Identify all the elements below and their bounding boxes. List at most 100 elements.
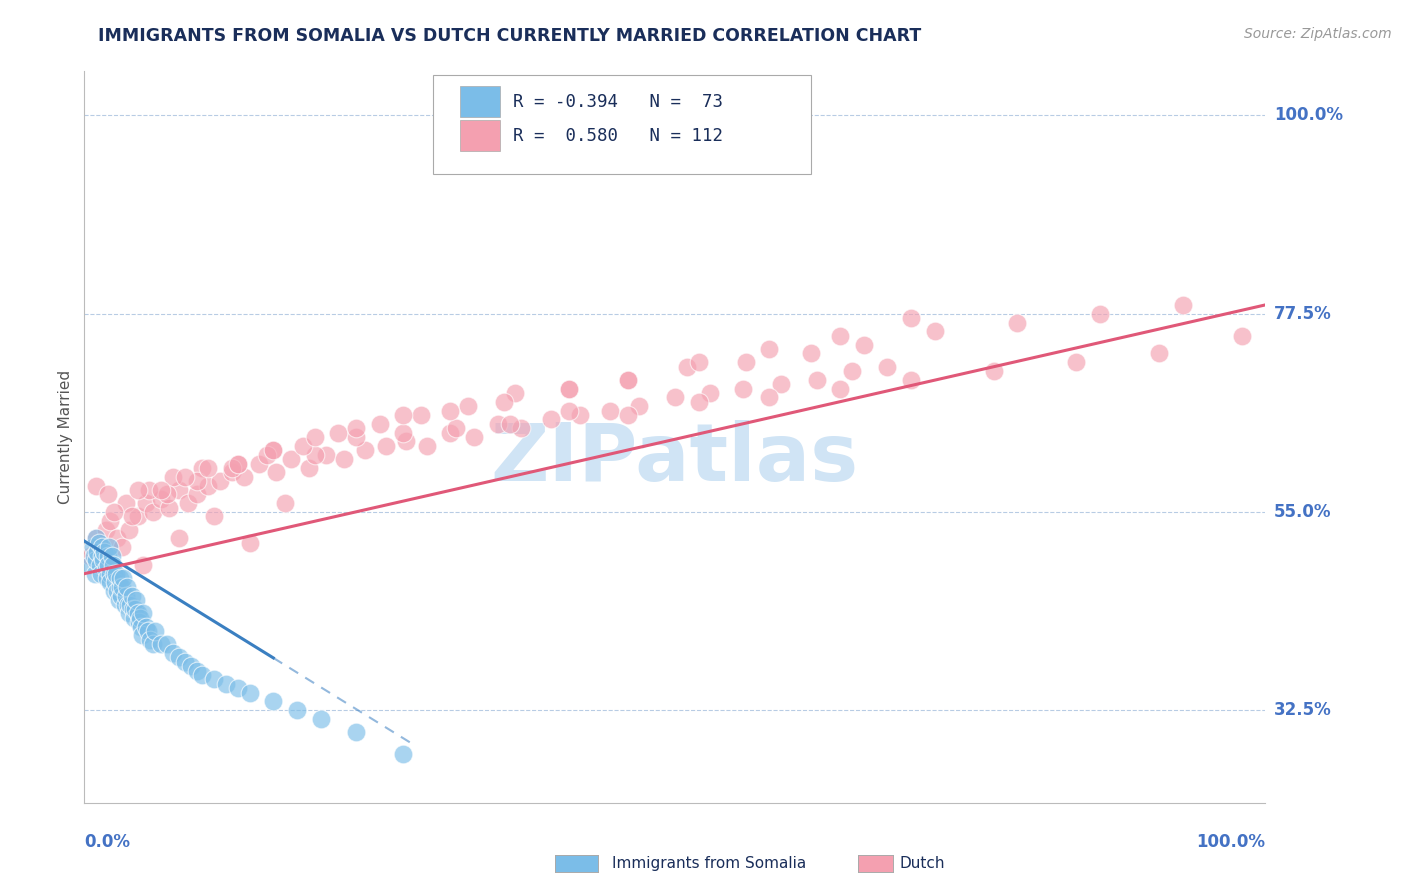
Point (186, 664, 208, 678)
Point (129, 619, 152, 633)
Point (186, 474, 208, 488)
Point (122, 611, 145, 625)
Text: R =  0.580   N = 112: R = 0.580 N = 112 (513, 127, 723, 145)
Point (105, 566, 128, 581)
Point (108, 571, 131, 585)
Point (186, 487, 208, 501)
Point (197, 478, 219, 492)
Point (463, 430, 485, 444)
Point (127, 483, 149, 497)
Point (197, 461, 219, 475)
Point (79, 558, 101, 572)
Point (298, 461, 321, 475)
Point (84, 566, 107, 581)
Point (124, 602, 146, 616)
Point (90, 566, 112, 581)
Point (143, 624, 166, 638)
Point (416, 439, 439, 453)
Point (439, 425, 461, 440)
Point (256, 448, 278, 462)
Point (770, 377, 793, 392)
Text: Dutch: Dutch (900, 856, 945, 871)
Point (628, 399, 651, 413)
Text: 100.0%: 100.0% (1274, 106, 1343, 124)
Point (127, 607, 149, 621)
Point (247, 457, 270, 471)
Point (344, 430, 367, 444)
Point (309, 712, 332, 726)
Point (232, 469, 254, 483)
Point (262, 443, 284, 458)
Point (142, 505, 165, 519)
Point (93, 544, 115, 558)
Point (98, 575, 121, 590)
Point (94, 523, 117, 537)
Point (114, 496, 136, 510)
Point (215, 677, 238, 691)
Point (557, 403, 579, 417)
Point (569, 408, 592, 422)
Point (202, 509, 225, 524)
Point (758, 342, 780, 356)
Point (557, 382, 579, 396)
Point (103, 505, 125, 519)
Point (135, 619, 157, 633)
Point (180, 659, 202, 673)
Text: 55.0%: 55.0% (1274, 503, 1331, 521)
Point (226, 681, 249, 696)
Point (374, 439, 396, 453)
Point (392, 408, 415, 422)
Point (83, 549, 105, 563)
Point (688, 355, 710, 369)
Point (1088, 307, 1111, 321)
Text: Source: ZipAtlas.com: Source: ZipAtlas.com (1244, 27, 1392, 41)
Point (264, 466, 287, 480)
Point (157, 500, 180, 515)
Point (304, 430, 326, 444)
Point (226, 457, 249, 471)
Point (392, 747, 415, 762)
Point (498, 417, 520, 431)
Point (89, 558, 111, 572)
Point (156, 487, 179, 501)
Point (876, 359, 898, 374)
Point (758, 391, 780, 405)
Point (505, 386, 527, 401)
Point (87, 536, 110, 550)
Point (439, 403, 461, 417)
Point (162, 469, 184, 483)
Point (82, 540, 104, 554)
Point (114, 589, 136, 603)
Point (177, 496, 200, 510)
Point (285, 703, 308, 717)
Point (540, 412, 562, 426)
Point (900, 373, 922, 387)
Point (599, 403, 621, 417)
Point (150, 637, 173, 651)
Point (94, 562, 117, 576)
Point (127, 509, 149, 524)
Point (191, 668, 214, 682)
Point (1007, 316, 1029, 330)
Point (274, 496, 297, 510)
Point (132, 607, 155, 621)
Text: Immigrants from Somalia: Immigrants from Somalia (612, 856, 806, 871)
Y-axis label: Currently Married: Currently Married (58, 370, 73, 504)
Point (900, 311, 922, 326)
Point (344, 421, 367, 435)
Point (221, 461, 243, 475)
Point (616, 373, 638, 387)
Point (1147, 346, 1170, 360)
Point (107, 593, 129, 607)
Point (557, 382, 579, 396)
Point (328, 425, 350, 440)
Point (98, 566, 121, 581)
Point (142, 637, 165, 651)
Point (616, 408, 638, 422)
Point (262, 694, 284, 708)
Point (86, 544, 108, 558)
Point (354, 443, 377, 458)
Point (226, 457, 249, 471)
FancyBboxPatch shape (433, 75, 811, 174)
Point (446, 421, 468, 435)
